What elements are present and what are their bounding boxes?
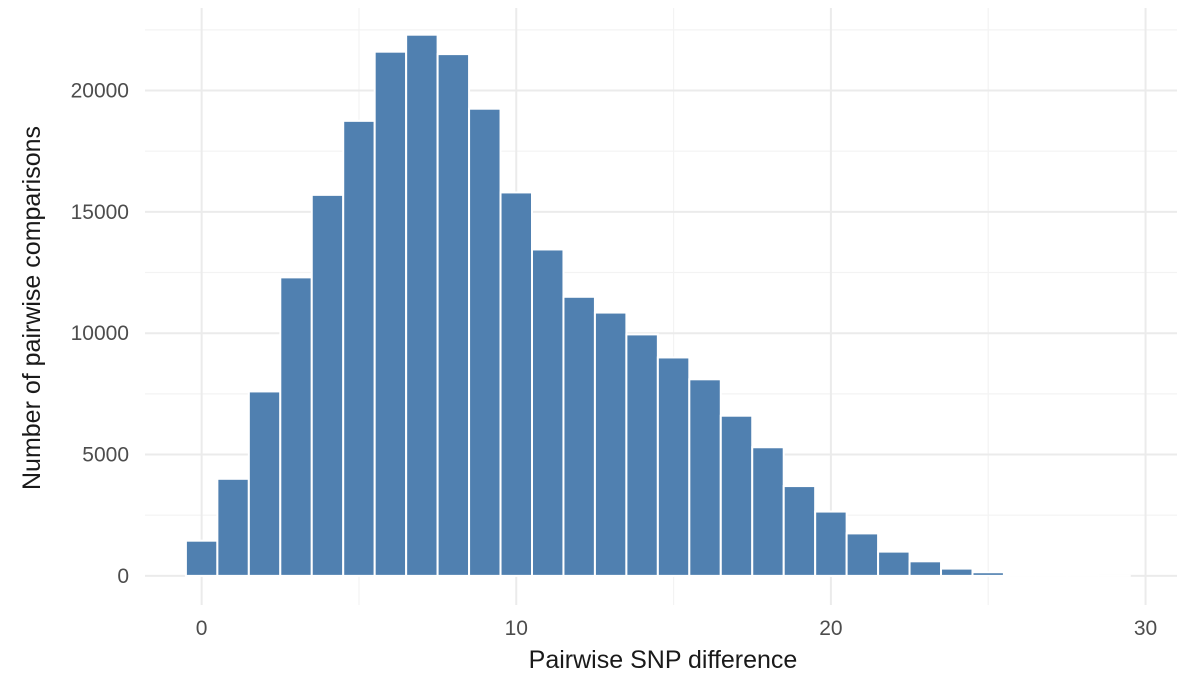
histogram-bar	[184, 539, 219, 577]
y-tick-label: 20000	[71, 80, 129, 103]
histogram-bar	[342, 119, 376, 577]
x-tick-label: 30	[1134, 617, 1157, 640]
histogram-bar	[877, 550, 911, 577]
histogram-bar	[1002, 572, 1037, 577]
histogram-bar	[845, 532, 880, 577]
x-tick-label: 10	[505, 617, 528, 640]
x-axis-tick-labels: 0 10 20 30	[196, 617, 1157, 640]
histogram-bar	[247, 390, 282, 577]
histogram-bar	[310, 193, 345, 577]
x-tick-label: 20	[819, 617, 842, 640]
histogram-bar	[908, 560, 943, 577]
histogram-bar	[814, 510, 848, 577]
y-tick-label: 10000	[71, 322, 129, 345]
histogram-bar	[1034, 573, 1068, 577]
histogram-bar	[373, 50, 408, 577]
histogram-bar	[468, 107, 502, 577]
histogram-bar	[531, 248, 565, 577]
histogram-bar	[593, 311, 628, 577]
histogram-bar	[279, 276, 313, 577]
histogram-bar	[656, 356, 691, 577]
y-axis-title: Number of pairwise comparisons	[18, 126, 46, 490]
x-tick-label: 0	[196, 617, 208, 640]
histogram-bar	[436, 53, 471, 577]
y-axis-tick-labels: 0 5000 10000 15000 20000	[71, 80, 129, 588]
histogram-bar	[688, 378, 722, 577]
y-tick-label: 5000	[82, 444, 129, 467]
histogram-bar	[971, 571, 1005, 577]
histogram-bar	[216, 477, 250, 577]
histogram-bar	[782, 485, 817, 577]
bars	[184, 33, 1131, 577]
histogram-bar	[751, 446, 785, 577]
x-axis-title: Pairwise SNP difference	[529, 646, 798, 674]
histogram-bar	[625, 333, 659, 577]
y-tick-label: 0	[117, 565, 129, 588]
histogram-bar	[499, 191, 534, 577]
histogram-bar	[940, 567, 974, 577]
histogram-bar	[719, 414, 754, 577]
histogram-bar	[562, 295, 596, 577]
y-tick-label: 15000	[71, 201, 129, 224]
histogram-bar	[405, 33, 439, 577]
